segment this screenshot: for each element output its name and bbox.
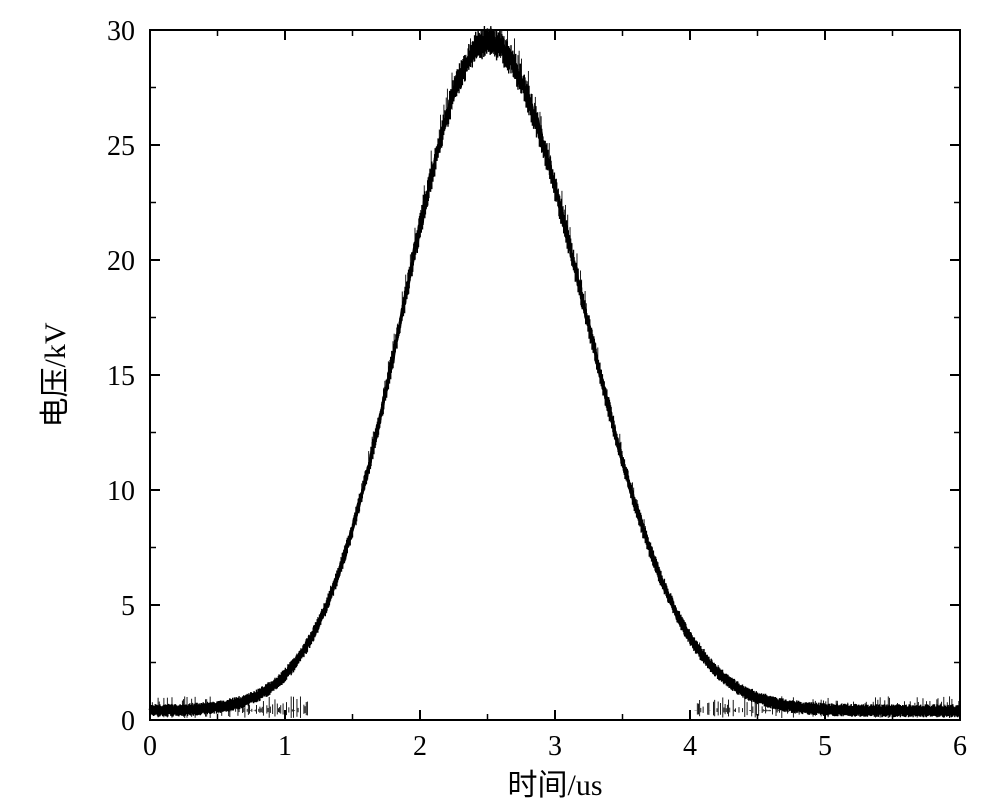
voltage-trace-center [150,37,960,714]
voltage-trace [150,26,960,717]
x-tick-label: 4 [683,731,697,762]
y-axis-label: 电压/kV [39,322,72,427]
x-axis-label: 时间/us [507,769,602,802]
y-tick-label: 15 [107,361,135,392]
y-tick-label: 0 [121,706,135,737]
y-tick-label: 20 [107,246,135,277]
x-tick-label: 2 [413,731,427,762]
x-tick-label: 1 [278,731,292,762]
y-tick-label: 10 [107,476,135,507]
y-tick-label: 30 [107,16,135,47]
y-tick-label: 25 [107,131,135,162]
chart-svg: 0 1 2 3 4 5 6 0 5 10 15 20 25 30 时间/us 电压/kV [0,0,1000,812]
voltage-pulse-chart: 0 1 2 3 4 5 6 0 5 10 15 20 25 30 时间/us 电压/kV [0,0,1000,812]
x-tick-label: 6 [953,731,967,762]
y-tick-label: 5 [121,591,135,622]
x-tick-label: 5 [818,731,832,762]
x-tick-label: 0 [143,731,157,762]
x-tick-label: 3 [548,731,562,762]
